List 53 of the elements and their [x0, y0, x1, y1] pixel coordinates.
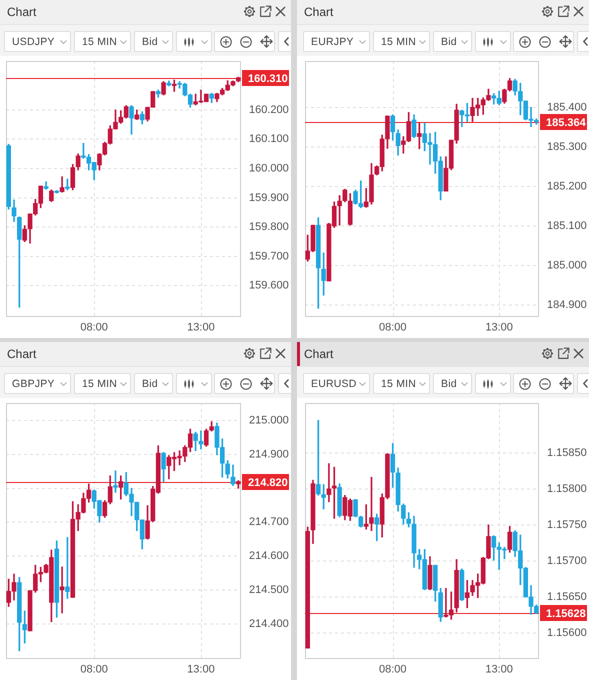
interval-dropdown: 15 MIN [74, 373, 131, 394]
ref-line-label: 185.364 [546, 117, 587, 130]
y-tick-label: 1.15850 [547, 446, 587, 459]
ref-line-label: 160.310 [248, 73, 288, 86]
price-dropdown: Bid [134, 31, 173, 52]
x-tick-label: 13:00 [187, 664, 215, 676]
y-tick-label: 185.300 [547, 140, 587, 153]
y-tick-label: 1.15750 [547, 518, 587, 531]
y-tick-label: 214.700 [249, 516, 289, 528]
symbol-dropdown: USDJPY [4, 31, 71, 52]
chart-title: Chart [7, 5, 36, 19]
x-tick-label: 08:00 [80, 322, 108, 334]
y-tick-label: 215.000 [249, 414, 289, 427]
y-tick-label: 160.100 [249, 133, 289, 146]
price-dropdown: Bid [433, 373, 472, 394]
interval-dropdown: 15 MIN [373, 373, 430, 394]
y-tick-label: 1.15800 [547, 482, 587, 495]
x-tick-label: 13:00 [187, 322, 215, 334]
y-tick-label: 159.800 [249, 221, 289, 234]
x-tick-label: 13:00 [485, 664, 513, 676]
y-tick-label: 185.200 [547, 180, 587, 192]
y-tick-label: 1.15700 [547, 554, 587, 567]
y-tick-label: 184.900 [547, 299, 587, 312]
symbol-dropdown: EURUSD [303, 373, 370, 394]
y-tick-label: 1.15650 [547, 591, 587, 604]
symbol-dropdown: EURJPY [303, 31, 370, 52]
y-tick-label: 214.900 [249, 448, 289, 460]
y-tick-label: 185.100 [547, 220, 587, 232]
x-tick-label: 08:00 [378, 664, 407, 676]
x-tick-label: 13:00 [485, 322, 513, 334]
chart-title: Chart [7, 347, 36, 361]
symbol-dropdown: GBPJPY [4, 373, 71, 394]
y-tick-label: 214.600 [249, 550, 289, 562]
interval-dropdown: 15 MIN [74, 31, 131, 52]
interval-dropdown: 15 MIN [373, 31, 430, 52]
price-dropdown: Bid [134, 373, 173, 394]
y-tick-label: 185.400 [547, 101, 587, 114]
ref-line-label: 1.15628 [546, 608, 586, 620]
y-tick-label: 1.15600 [547, 627, 587, 640]
y-tick-label: 214.400 [249, 618, 289, 630]
y-tick-label: 185.000 [547, 260, 587, 272]
y-tick-label: 160.000 [249, 162, 289, 175]
price-dropdown: Bid [433, 31, 472, 52]
x-tick-label: 08:00 [80, 664, 108, 676]
y-tick-label: 159.600 [249, 280, 289, 292]
y-tick-label: 160.200 [249, 104, 289, 116]
chart-title: Chart [304, 5, 334, 19]
x-tick-label: 08:00 [378, 322, 407, 334]
y-tick-label: 159.700 [249, 250, 289, 262]
ref-line-label: 214.820 [248, 477, 288, 490]
y-tick-label: 214.500 [249, 584, 289, 596]
y-tick-label: 159.900 [249, 192, 289, 204]
chart-title: Chart [304, 347, 334, 361]
